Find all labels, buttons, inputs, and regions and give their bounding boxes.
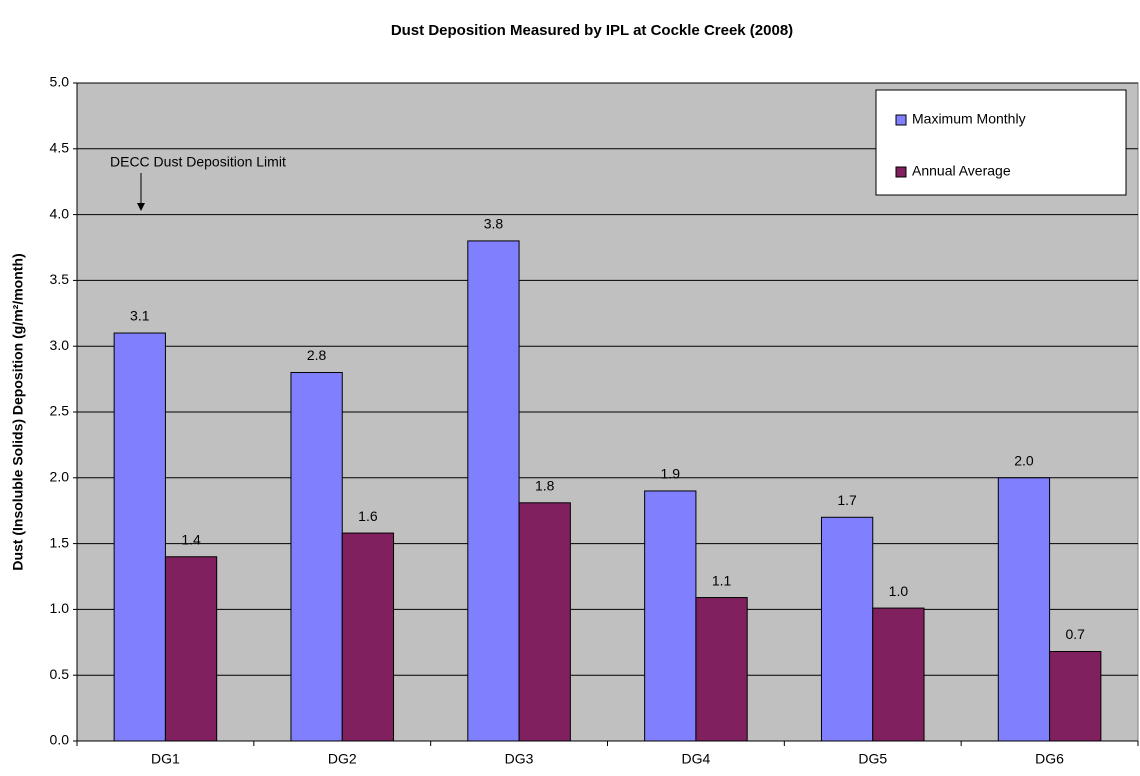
data-label: 3.8: [484, 216, 504, 232]
y-tick-label: 2.5: [50, 403, 70, 419]
legend-swatch: [895, 166, 907, 178]
bar: [644, 490, 697, 742]
y-tick-label: 2.0: [50, 469, 70, 485]
x-tick-label: DG4: [682, 751, 711, 767]
bar: [1049, 651, 1102, 742]
y-tick-label: 3.5: [50, 271, 70, 287]
bar: [467, 240, 520, 742]
data-label: 1.9: [661, 466, 681, 482]
y-axis-label: Dust (Insoluble Solids) Deposition (g/m²…: [10, 253, 26, 570]
y-tick-label: 1.5: [50, 534, 70, 550]
x-tick-label: DG2: [328, 751, 357, 767]
data-label: 1.7: [837, 492, 857, 508]
legend-label: Maximum Monthly: [912, 111, 1026, 127]
data-label: 2.8: [307, 347, 327, 363]
y-tick-label: 0.0: [50, 732, 70, 748]
data-label: 1.4: [181, 531, 201, 547]
bar: [695, 597, 748, 742]
data-label: 1.8: [535, 478, 555, 494]
bar: [113, 332, 166, 742]
bar: [820, 516, 874, 742]
bar: [341, 532, 395, 742]
annotation-arrowhead: [137, 203, 145, 211]
bar: [518, 502, 571, 742]
annotation: DECC Dust Deposition Limit: [110, 154, 286, 170]
y-tick-label: 5.0: [50, 74, 70, 90]
y-tick-label: 3.0: [50, 337, 70, 353]
y-tick-label: 1.0: [50, 600, 70, 616]
data-label: 0.7: [1065, 626, 1085, 642]
bar: [164, 556, 218, 742]
x-tick-label: DG1: [151, 751, 180, 767]
data-label: 1.0: [889, 583, 909, 599]
legend-swatch: [895, 114, 907, 126]
y-tick-label: 4.5: [50, 140, 70, 156]
bar: [872, 607, 925, 742]
x-tick-label: DG5: [858, 751, 887, 767]
bar: [290, 372, 343, 742]
x-tick-label: DG6: [1035, 751, 1064, 767]
x-tick-label: DG3: [505, 751, 534, 767]
data-label: 2.0: [1014, 453, 1034, 469]
data-label: 3.1: [130, 308, 150, 324]
legend-box: [875, 89, 1127, 196]
bar: [997, 477, 1051, 742]
y-tick-label: 0.5: [50, 666, 70, 682]
chart-title: Dust Deposition Measured by IPL at Cockl…: [391, 22, 793, 39]
data-label: 1.1: [712, 572, 732, 588]
y-tick-label: 4.0: [50, 205, 70, 221]
legend-label: Annual Average: [912, 163, 1011, 179]
data-label: 1.6: [358, 508, 378, 524]
